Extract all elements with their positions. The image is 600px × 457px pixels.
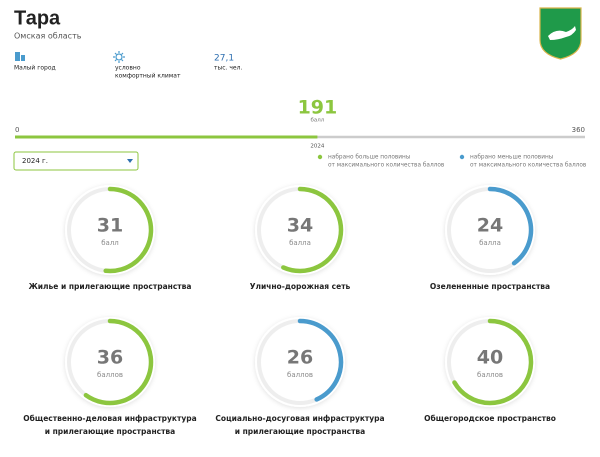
stat-value: 27,1 xyxy=(214,54,234,64)
score-unit: балла xyxy=(289,239,311,247)
ring-arc xyxy=(487,186,534,266)
score: 31 xyxy=(97,215,123,237)
dropdown-arrow[interactable] xyxy=(127,159,133,163)
scale-max: 360 xyxy=(572,126,585,134)
ring-bg xyxy=(255,185,345,275)
score-unit: баллов xyxy=(287,371,313,379)
stat-label: Малый город xyxy=(14,65,56,72)
legend-text: от максимального количества баллов xyxy=(470,163,587,169)
stat-label: тыс. чел. xyxy=(214,65,242,72)
score: 34 xyxy=(287,215,313,237)
score-unit: балла xyxy=(479,239,501,247)
ring-bg xyxy=(445,185,535,275)
score: 36 xyxy=(97,347,123,369)
category-name: Общегородское пространство xyxy=(424,414,556,423)
ring-arc xyxy=(452,318,534,406)
category-name: Озелененные пространства xyxy=(430,282,550,291)
category-name: и прилегающие пространства xyxy=(45,427,175,436)
legend-dot xyxy=(459,154,465,160)
score: 26 xyxy=(287,347,313,369)
total-unit: балл xyxy=(311,118,325,124)
emblem xyxy=(539,7,582,60)
category-name: Социально-досуговая инфраструктура xyxy=(215,414,384,423)
scale-min: 0 xyxy=(15,126,19,134)
year-dropdown[interactable]: 2024 г. xyxy=(13,151,139,171)
ring-arc xyxy=(83,318,154,406)
dropdown-box[interactable] xyxy=(13,151,139,171)
stat-label: комфортный климат xyxy=(115,73,181,80)
icon-city xyxy=(15,52,25,61)
ring-bg xyxy=(65,317,155,407)
score-unit: балл xyxy=(101,239,119,247)
legend-text: набрано больше половины xyxy=(328,155,411,161)
dropdown-value[interactable]: 2024 г. xyxy=(22,157,48,165)
category-name: Жилье и прилегающие пространства xyxy=(29,282,192,291)
stat-label: условно xyxy=(115,65,141,72)
ring-arc xyxy=(103,186,154,274)
region: Омская область xyxy=(14,32,82,41)
score-unit: баллов xyxy=(477,371,503,379)
score-unit: баллов xyxy=(97,371,123,379)
icon-climate xyxy=(113,51,125,63)
category-name: и прилегающие пространства xyxy=(235,427,365,436)
legend-text: от максимального количества баллов xyxy=(328,163,445,169)
legend-dot xyxy=(317,154,323,160)
legend-text: набрано меньше половины xyxy=(470,155,554,161)
ring-arc xyxy=(281,186,344,274)
category-name: Улично-дорожная сеть xyxy=(250,282,351,291)
score: 40 xyxy=(477,347,503,369)
city-title: Тара xyxy=(14,7,61,29)
ring-arc xyxy=(297,318,344,402)
score: 24 xyxy=(477,215,503,237)
total-score: 191 xyxy=(298,97,338,119)
ring-bg xyxy=(255,317,345,407)
ring-bg xyxy=(445,317,535,407)
ring-bg xyxy=(65,185,155,275)
category-name: Общественно-деловая инфраструктура xyxy=(23,414,196,423)
year-marker: 2024 xyxy=(310,144,324,150)
